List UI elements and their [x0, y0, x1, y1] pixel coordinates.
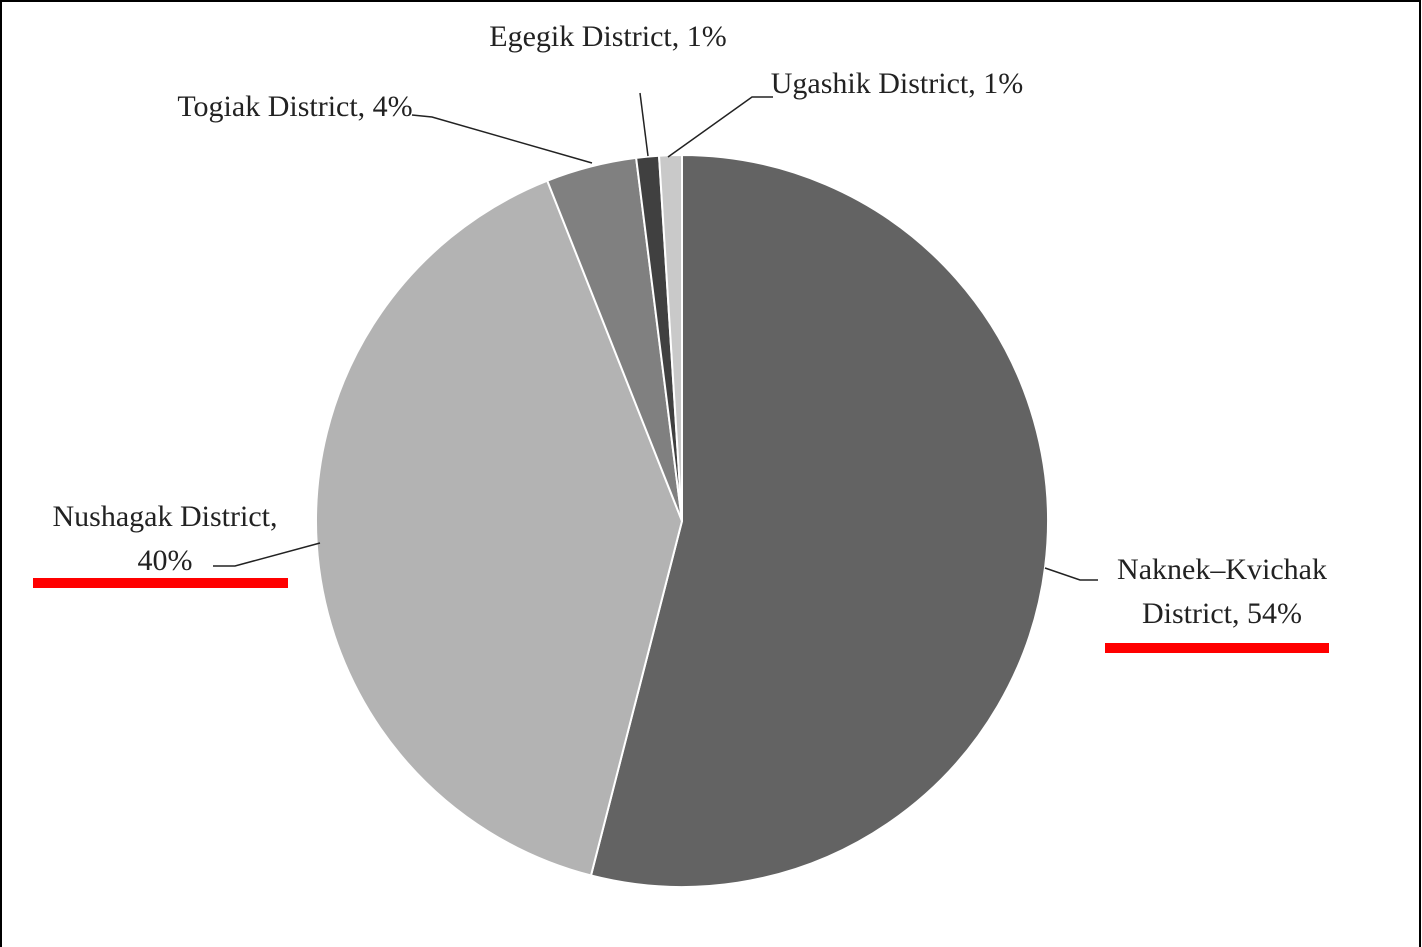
highlight-underline [1105, 643, 1329, 653]
data-label: Nushagak District, 40% [52, 500, 278, 577]
leader-line [213, 542, 321, 567]
data-label: Ugashik District, 1% [770, 67, 1024, 100]
leader-lines [213, 92, 1098, 581]
data-label: Egegik District, 1% [489, 20, 727, 53]
pie [315, 153, 1049, 888]
leader-line [639, 92, 649, 157]
leader-line [667, 96, 773, 158]
leader-line [1044, 567, 1098, 581]
leader-line [411, 114, 593, 164]
highlight-underline [33, 578, 288, 588]
data-label: Naknek–Kvichak District, 54% [1117, 553, 1327, 630]
data-label: Togiak District, 4% [177, 90, 413, 123]
pie-slice [589, 153, 1049, 888]
